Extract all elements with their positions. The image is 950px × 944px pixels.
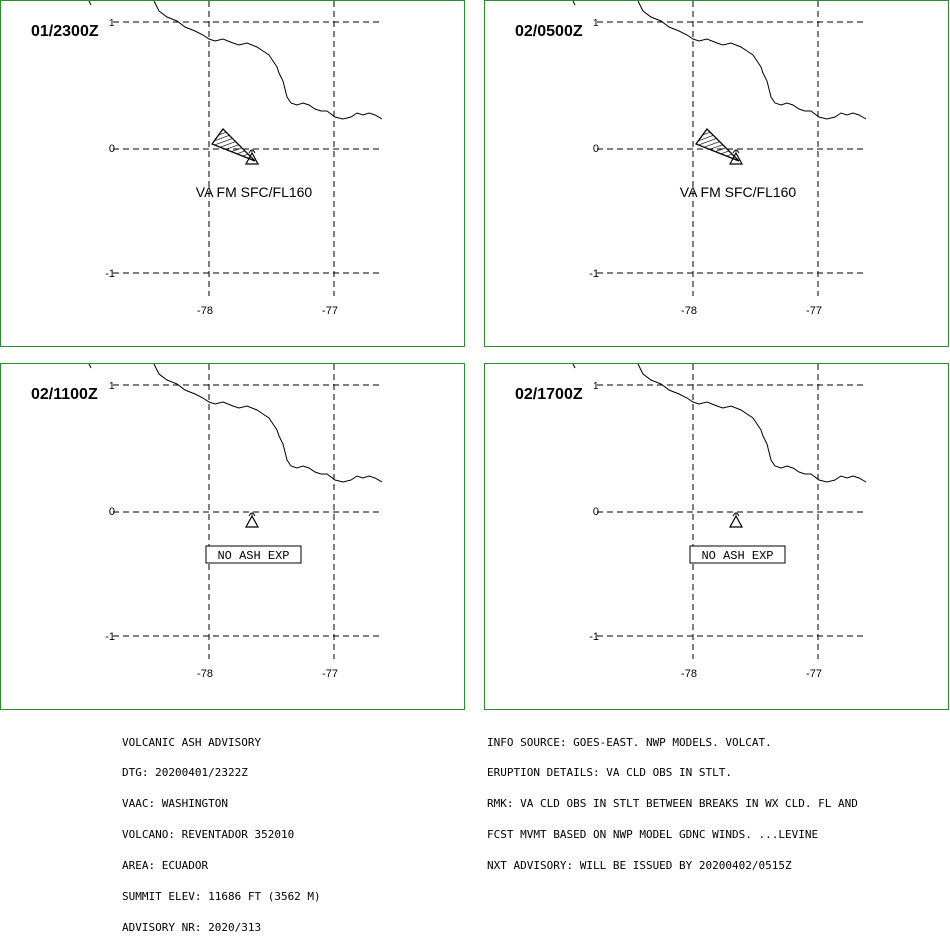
latitude-label: 0: [593, 143, 599, 155]
coastline: [88, 1, 383, 120]
advisory-line: ERUPTION DETAILS: VA CLD OBS IN STLT.: [487, 766, 733, 780]
longitude-label: -78: [681, 668, 697, 680]
latitude-label: 0: [109, 143, 115, 155]
longitude-label: -77: [806, 305, 822, 317]
volcano-triangle-icon: [728, 512, 744, 528]
latitude-label: 0: [109, 506, 115, 518]
panel-time-superscript: 1: [593, 381, 599, 392]
no-ash-box: NO ASH EXP: [689, 545, 786, 564]
advisory-line: FCST MVMT BASED ON NWP MODEL GDNC WINDS.…: [487, 828, 819, 842]
panel-time-label: 02/0500Z: [515, 23, 583, 40]
advisory-line: VAAC: WASHINGTON: [122, 797, 228, 811]
coastline: [572, 364, 867, 483]
ash-cloud-label: VA FM SFC/FL160: [196, 184, 313, 200]
panel-time-superscript: 1: [109, 381, 115, 392]
advisory-line: VOLCANIC ASH ADVISORY: [122, 735, 262, 749]
advisory-line: VOLCANO: REVENTADOR 352010: [122, 828, 295, 842]
latitude-label: 0: [593, 506, 599, 518]
advisory-line: RMK: VA CLD OBS IN STLT BETWEEN BREAKS I…: [487, 797, 858, 811]
panel-map: 0 -1 -78 -77 01/2300Z 1 VA FM SFC/FL160: [31, 1, 383, 317]
lat-lon-grid: [113, 364, 382, 659]
no-ash-label: NO ASH EXP: [701, 549, 773, 563]
longitude-label: -77: [322, 668, 338, 680]
lat-lon-grid: [597, 1, 866, 296]
longitude-label: -77: [322, 305, 338, 317]
latitude-label: -1: [589, 631, 599, 643]
advisory-line: SUMMIT ELEV: 11686 FT (3562 M): [122, 890, 321, 904]
forecast-panel: 0 -1 -78 -77 02/0500Z 1 VA FM SFC/FL160: [484, 0, 949, 347]
panel-map: 0 -1 -78 -77 02/1700Z 1 NO ASH EXP: [515, 364, 867, 680]
latitude-label: -1: [105, 268, 115, 280]
coastline: [88, 364, 383, 483]
lat-lon-grid: [113, 1, 382, 296]
panel-time-superscript: 1: [593, 18, 599, 29]
latitude-label: -1: [589, 268, 599, 280]
lat-lon-grid: [597, 364, 866, 659]
advisory-line: AREA: ECUADOR: [122, 859, 209, 873]
longitude-label: -78: [681, 305, 697, 317]
forecast-panel: 0 -1 -78 -77 02/1700Z 1 NO ASH EXP: [484, 363, 949, 710]
panel-time-label: 02/1700Z: [515, 386, 583, 403]
advisory-text-left: VOLCANIC ASH ADVISORY DTG: 20200401/2322…: [122, 717, 321, 944]
advisory-text-right: INFO SOURCE: GOES-EAST. NWP MODELS. VOLC…: [487, 717, 858, 882]
advisory-line: INFO SOURCE: GOES-EAST. NWP MODELS. VOLC…: [487, 735, 772, 749]
advisory-line: ADVISORY NR: 2020/313: [122, 920, 262, 934]
longitude-label: -77: [806, 668, 822, 680]
no-ash-label: NO ASH EXP: [217, 549, 289, 563]
latitude-label: -1: [105, 631, 115, 643]
longitude-label: -78: [197, 305, 213, 317]
ash-plume-polygon: [694, 128, 740, 162]
panel-map: 0 -1 -78 -77 02/0500Z 1 VA FM SFC/FL160: [515, 1, 867, 317]
volcano-triangle-icon: [244, 512, 260, 528]
panel-map: 0 -1 -78 -77 02/1100Z 1 NO ASH EXP: [31, 364, 383, 680]
forecast-panel: 0 -1 -78 -77 01/2300Z 1 VA FM SFC/FL160: [0, 0, 465, 347]
ash-plume-polygon: [210, 128, 256, 162]
no-ash-box: NO ASH EXP: [205, 545, 302, 564]
coastline: [572, 1, 867, 120]
panel-time-label: 02/1100Z: [31, 386, 98, 403]
ash-cloud-label: VA FM SFC/FL160: [680, 184, 797, 200]
longitude-label: -78: [197, 668, 213, 680]
forecast-panel: 0 -1 -78 -77 02/1100Z 1 NO ASH EXP: [0, 363, 465, 710]
advisory-line: NXT ADVISORY: WILL BE ISSUED BY 20200402…: [487, 859, 792, 873]
panel-time-label: 01/2300Z: [31, 23, 99, 40]
advisory-line: DTG: 20200401/2322Z: [122, 766, 248, 780]
panel-time-superscript: 1: [109, 18, 115, 29]
